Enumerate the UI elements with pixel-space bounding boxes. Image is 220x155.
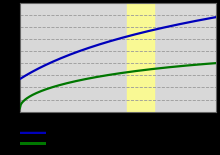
Bar [126,3,154,112]
